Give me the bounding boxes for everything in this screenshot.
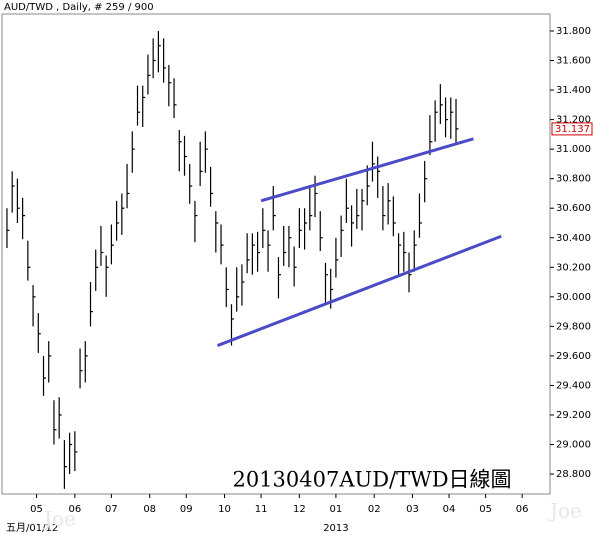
annotation: 20130407AUD/TWD日線圖 [232, 468, 511, 492]
y-tick-label: 31.600 [556, 56, 591, 67]
x-tick-label: 10 [218, 504, 231, 515]
y-tick-label: 31.800 [556, 26, 591, 37]
y-tick-label: 29.600 [556, 351, 591, 362]
x-tick-label: 04 [443, 504, 456, 515]
trendline [217, 234, 502, 347]
y-tick-label: 30.200 [556, 262, 591, 273]
year-label: 2013 [323, 523, 348, 534]
x-tick-label: 05 [479, 504, 492, 515]
plot-frame [1, 13, 551, 495]
watermark: Joe [548, 499, 582, 523]
last-price-label: 31.137 [555, 124, 590, 135]
y-tick-label: 29.800 [556, 321, 591, 332]
x-tick-label: 09 [180, 504, 193, 515]
y-tick-label: 31.000 [556, 144, 591, 155]
x-tick-label: 11 [255, 504, 268, 515]
y-tick-label: 30.800 [556, 174, 591, 185]
y-tick-label: 30.000 [556, 292, 591, 303]
y-tick-label: 28.800 [556, 469, 591, 480]
x-tick-label: 01 [330, 504, 343, 515]
x-tick-label: 12 [293, 504, 306, 515]
x-tick-label: 08 [143, 504, 156, 515]
watermark: Joe [42, 507, 76, 531]
y-tick-label: 29.000 [556, 440, 591, 451]
y-tick-label: 29.200 [556, 410, 591, 421]
x-tick-label: 02 [368, 504, 381, 515]
y-tick-label: 31.400 [556, 85, 591, 96]
x-tick-label: 06 [516, 504, 529, 515]
trendline [260, 137, 474, 203]
x-tick-label: 05 [30, 504, 43, 515]
y-tick-label: 31.200 [556, 115, 591, 126]
y-tick-label: 29.400 [556, 380, 591, 391]
y-tick-label: 30.600 [556, 203, 591, 214]
y-tick-label: 30.400 [556, 233, 591, 244]
x-tick-label: 06 [68, 504, 81, 515]
x-tick-label: 03 [406, 504, 419, 515]
date-label: 五月/01/12 [6, 522, 58, 534]
last-price-box [551, 122, 593, 136]
chart-title: AUD/TWD , Daily, # 259 / 900 [4, 2, 154, 13]
x-tick-label: 07 [105, 504, 118, 515]
